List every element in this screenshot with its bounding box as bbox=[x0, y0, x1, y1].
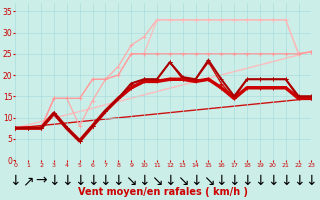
X-axis label: Vent moyen/en rafales ( km/h ): Vent moyen/en rafales ( km/h ) bbox=[78, 187, 248, 197]
